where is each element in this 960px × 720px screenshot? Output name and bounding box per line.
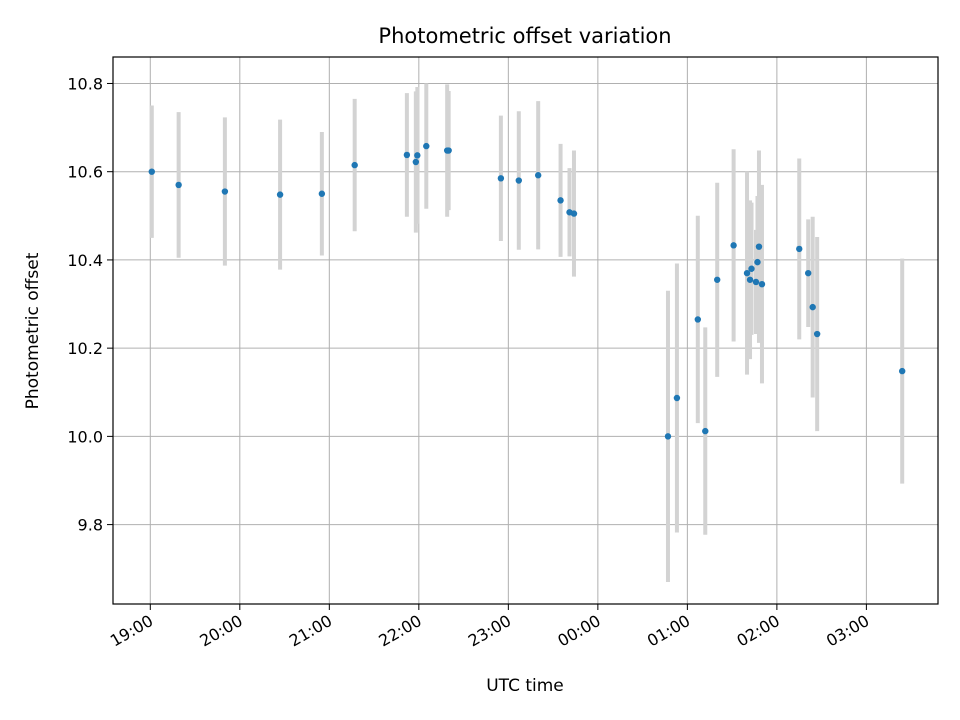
x-tick-label: 20:00 <box>196 611 245 651</box>
data-point <box>752 278 760 286</box>
data-point <box>813 330 821 338</box>
data-point <box>175 181 182 189</box>
data-point <box>534 172 542 179</box>
data-point <box>898 367 906 375</box>
data-point <box>730 242 737 249</box>
data-point <box>746 276 754 283</box>
data-points <box>148 142 906 440</box>
data-point <box>351 161 358 169</box>
data-point <box>743 269 751 277</box>
x-tick-label: 01:00 <box>644 611 693 651</box>
y-axis-title: Photometric offset <box>23 252 43 409</box>
data-point <box>694 316 702 323</box>
data-point <box>148 168 155 175</box>
data-point <box>673 394 681 402</box>
data-point <box>403 151 411 159</box>
data-point <box>748 265 755 272</box>
x-tick-label: 23:00 <box>465 611 514 651</box>
chart-title: Photometric offset variation <box>378 24 671 48</box>
x-axis-title: UTC time <box>486 676 564 696</box>
y-tick-label: 9.8 <box>78 516 103 535</box>
data-point <box>809 303 816 311</box>
x-axis-ticks: 19:00 20:00 21:00 22:00 23:00 00:00 01:00 02:00… <box>107 604 872 651</box>
x-tick-label: 19:00 <box>107 611 156 651</box>
data-point <box>702 427 709 435</box>
data-point <box>570 210 578 217</box>
y-tick-label: 10.6 <box>67 163 103 182</box>
x-tick-label: 00:00 <box>554 611 603 651</box>
data-point <box>445 147 452 154</box>
data-point <box>714 276 721 283</box>
data-point <box>755 243 763 250</box>
plot-frame <box>112 56 939 605</box>
x-tick-label: 03:00 <box>823 611 872 651</box>
data-point <box>276 191 284 198</box>
data-point <box>497 175 505 182</box>
data-point <box>412 158 420 166</box>
data-point <box>515 177 522 184</box>
y-tick-label: 10.0 <box>67 427 103 446</box>
y-axis-ticks: 9.8 10.0 10.2 10.4 10.6 10.8 <box>67 74 113 535</box>
data-point <box>423 142 430 150</box>
data-point <box>796 245 803 253</box>
data-point <box>758 280 766 288</box>
x-tick-label: 22:00 <box>375 611 424 651</box>
x-tick-label: 21:00 <box>286 611 335 651</box>
data-point <box>664 433 672 440</box>
data-point <box>221 188 229 195</box>
y-tick-label: 10.4 <box>67 251 103 270</box>
data-point <box>557 197 564 204</box>
x-tick-label: 02:00 <box>733 611 782 651</box>
y-tick-label: 10.8 <box>67 74 103 93</box>
data-point <box>414 152 421 159</box>
data-point <box>805 269 812 277</box>
data-point <box>318 190 326 197</box>
error-bars <box>149 83 905 582</box>
y-tick-label: 10.2 <box>67 339 103 358</box>
data-point <box>754 258 761 266</box>
